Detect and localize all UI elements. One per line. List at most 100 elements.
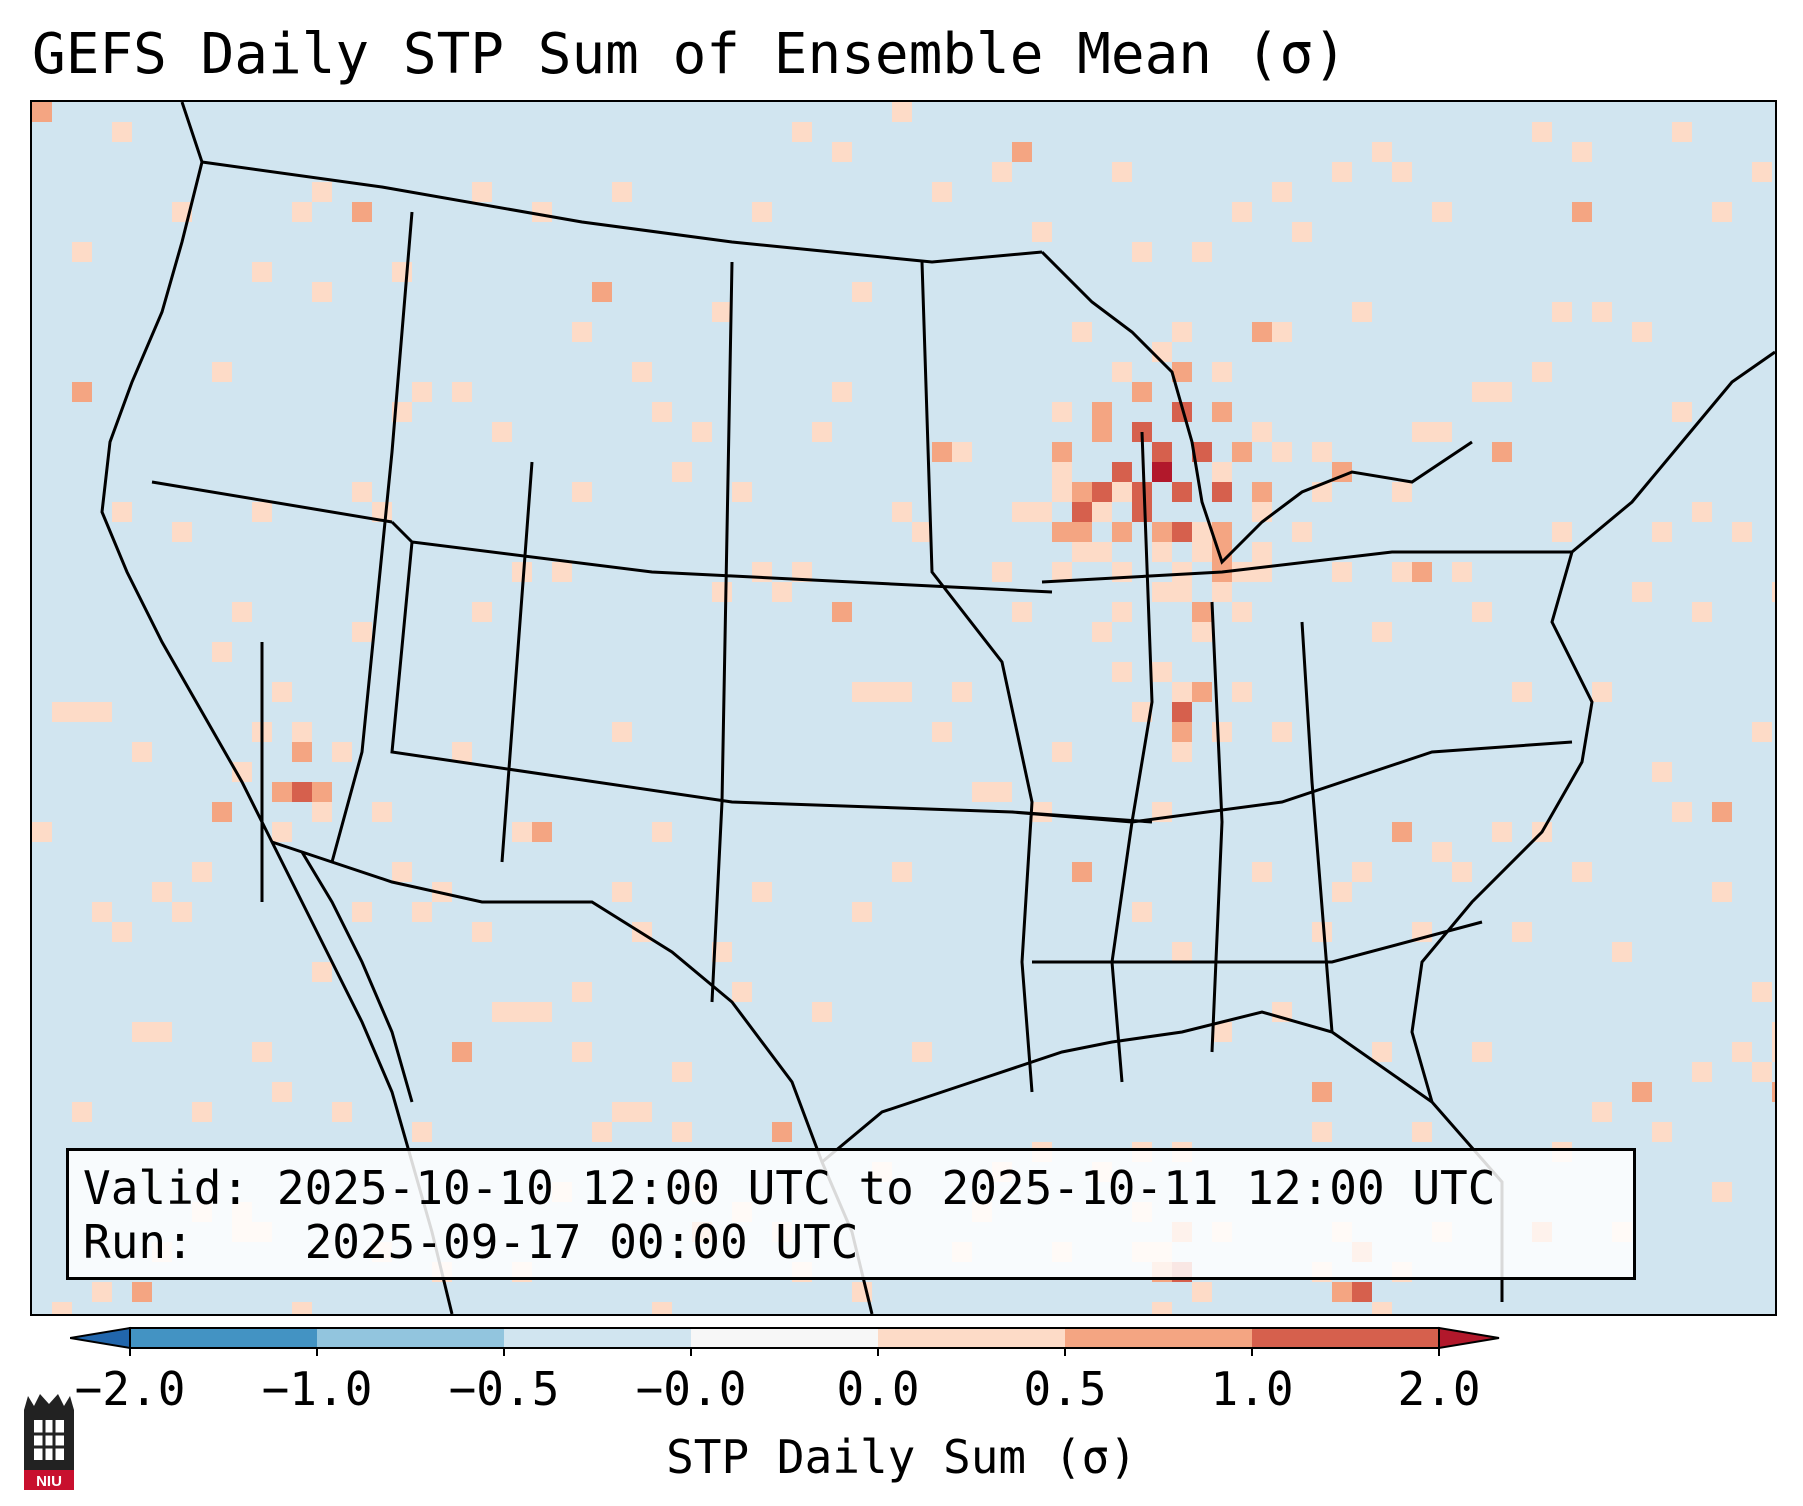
colorbar-segment [691,1328,878,1348]
stp-cell [72,1102,92,1122]
stp-cell [1072,862,1092,882]
state-borders [100,102,1775,1314]
stp-cell [1372,1302,1392,1314]
stp-cell [232,762,252,782]
stp-cell [1192,542,1212,562]
stp-cell [292,742,312,762]
colorbar-tick-label: 2.0 [1397,1362,1481,1416]
stp-cell [1512,682,1532,702]
stp-cell [152,1022,172,1042]
map-panel[interactable] [30,100,1777,1316]
map-title: GEFS Daily STP Sum of Ensemble Mean (σ) [32,22,1347,87]
stp-cell [1252,502,1272,522]
stp-cell [472,922,492,942]
stp-cell [312,802,332,822]
stp-cell [1092,482,1112,502]
stp-cell [1192,442,1212,462]
stp-cell [1692,602,1712,622]
colorbar-segment [317,1328,504,1348]
stp-cell [1092,502,1112,522]
stp-cell [92,902,112,922]
stp-cell [1052,442,1072,462]
stp-cell [1352,302,1372,322]
colorbar-segment [1065,1328,1252,1348]
stp-cell [1592,302,1612,322]
stp-cell [792,122,812,142]
stp-cell [1172,482,1192,502]
stp-cell [1332,1282,1352,1302]
stp-cell [1392,822,1412,842]
stp-cell [1492,442,1512,462]
stp-cell [1172,562,1192,582]
stp-cell [652,822,672,842]
stp-cell [1072,482,1092,502]
stp-cell [472,182,492,202]
stp-cell [1152,542,1172,562]
stp-cell [1092,622,1112,642]
stp-cell [1252,422,1272,442]
stp-cell [612,722,632,742]
stp-cell [832,382,852,402]
stp-cell [1012,502,1032,522]
stp-anomaly-cells [32,102,1775,1314]
stp-cell [512,822,532,842]
stp-cell [1152,1302,1172,1314]
colorbar-label: STP Daily Sum (σ) [666,1430,1137,1484]
stp-cell [1172,322,1192,342]
stp-cell [572,482,592,502]
stp-cell [32,102,52,122]
stp-cell [632,362,652,382]
stp-cell [1432,422,1452,442]
stp-cell [72,702,92,722]
logo-text: NIU [36,1473,62,1490]
colorbar-extend-high [1438,1326,1500,1350]
stp-cell [1292,222,1312,242]
stp-cell [972,782,992,802]
colorbar-tick-label: −0.0 [635,1362,747,1416]
stp-cell [832,602,852,622]
stp-cell [292,202,312,222]
stp-cell [1212,582,1232,602]
stp-cell [272,822,292,842]
stp-cell [1292,522,1312,542]
stp-cell [132,742,152,762]
stp-cell [912,1042,932,1062]
stp-cell [1092,542,1112,562]
stp-cell [1552,522,1572,542]
stp-cell [52,702,72,722]
stp-cell [1552,302,1572,322]
stp-cell [752,202,772,222]
stp-cell [872,682,892,702]
stp-cell [672,1122,692,1142]
colorbar [70,1326,1500,1356]
stp-cell [1752,1062,1772,1082]
stp-cell [1312,442,1332,462]
stp-cell [1112,522,1132,542]
stp-cell [492,1002,512,1022]
stp-cell [812,422,832,442]
stp-cell [312,282,332,302]
stp-cell [1492,382,1512,402]
stp-cell [1072,322,1092,342]
stp-cell [1712,1182,1732,1202]
stp-cell [1352,862,1372,882]
stp-cell [292,782,312,802]
colorbar-tick-label: 1.0 [1210,1362,1294,1416]
stp-cell [892,102,912,122]
stp-cell [1152,462,1172,482]
coastline-atlantic [1410,350,1775,1103]
stp-cell [1212,402,1232,422]
stp-cell [292,722,312,742]
stp-cell [112,502,132,522]
stp-cell [1072,522,1092,542]
colorbar-extend-low [70,1326,131,1350]
stp-cell [912,522,932,542]
stp-cell [1032,802,1052,822]
stp-cell [372,802,392,822]
stp-cell [952,682,972,702]
stp-cell [252,502,272,522]
stp-cell [1572,862,1592,882]
stp-cell [572,1042,592,1062]
stp-cell [1192,602,1212,622]
stp-cell [1112,462,1132,482]
